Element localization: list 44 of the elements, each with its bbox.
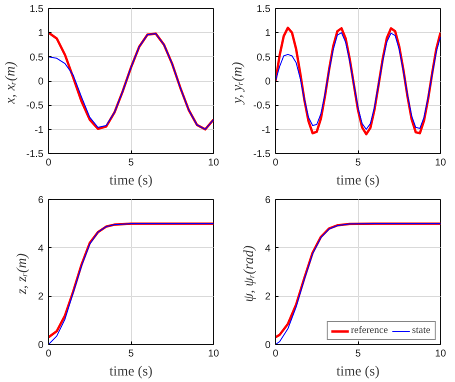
- x-tick-label: 10: [208, 348, 220, 360]
- y-axis-title: y, yᵣ(m): [230, 62, 246, 106]
- legend-label: state: [412, 325, 432, 336]
- y-tick-label: -0.5: [26, 100, 44, 112]
- x-tick-label: 10: [208, 158, 220, 168]
- x-tick-label: 0: [272, 348, 279, 360]
- y-tick-label: 0.5: [30, 52, 44, 64]
- x-tick-label: 5: [128, 348, 134, 360]
- y-tick-label: 0.5: [256, 52, 271, 64]
- y-tick-label: 0: [264, 340, 271, 351]
- x-tick-label: 0: [46, 348, 52, 360]
- y-tick-label: 0: [38, 76, 44, 88]
- y-tick-label: -0.5: [253, 100, 271, 112]
- y-tick-label: -1.5: [253, 149, 271, 160]
- y-axis-title: ψ, ψᵣ(rad): [242, 245, 257, 302]
- y-tick-label: -1: [262, 124, 271, 136]
- y-tick-label: 6: [264, 195, 271, 206]
- x-axis-title: time (s): [109, 364, 153, 380]
- y-tick-label: 1.5: [30, 4, 44, 15]
- y-tick-label: 1.5: [256, 4, 271, 15]
- x-tick-label: 0: [46, 158, 52, 168]
- y-tick-label: 6: [38, 195, 44, 206]
- y-tick-label: -1.5: [26, 149, 44, 160]
- y-tick-label: 0: [264, 76, 271, 88]
- y-tick-label: 1: [38, 28, 44, 40]
- y-tick-label: 2: [38, 292, 44, 303]
- x-tick-label: 10: [434, 158, 446, 168]
- legend-label: reference: [350, 325, 388, 336]
- x-axis-title: time (s): [336, 364, 380, 380]
- x-tick-label: 5: [355, 348, 362, 360]
- y-tick-label: 4: [38, 243, 44, 254]
- y-tick-label: 2: [264, 292, 271, 303]
- y-tick-label: 4: [264, 243, 271, 254]
- x-tick-label: 5: [355, 158, 362, 168]
- y-axis-title: x, xᵣ(m): [3, 61, 18, 105]
- y-tick-label: -1: [34, 124, 44, 136]
- x-tick-label: 0: [272, 158, 279, 168]
- y-tick-label: 1: [264, 28, 271, 40]
- x-tick-label: 10: [434, 348, 446, 360]
- x-tick-label: 5: [128, 158, 134, 168]
- y-tick-label: 0: [38, 340, 44, 351]
- x-axis-title: time (s): [109, 174, 153, 188]
- y-axis-title: z, zᵣ(m): [14, 253, 30, 296]
- x-axis-title: time (s): [336, 174, 380, 188]
